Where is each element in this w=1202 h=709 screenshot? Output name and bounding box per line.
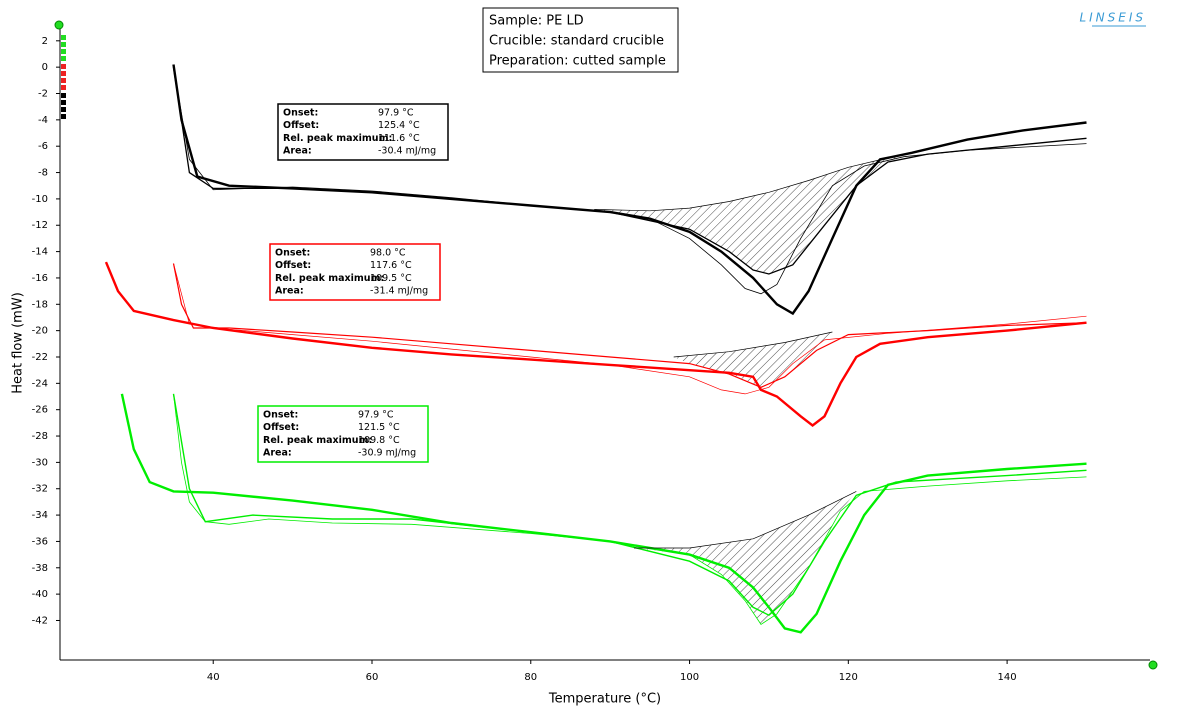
y-tick-label: -32 — [32, 484, 48, 495]
y-tick-label: -36 — [32, 536, 48, 547]
y-tick-label: -28 — [32, 431, 48, 442]
y-tick-label: -16 — [32, 273, 48, 284]
y-tick-label: -4 — [38, 115, 48, 126]
curve — [120, 393, 1087, 634]
result-label: Area: — [275, 286, 304, 297]
baseline — [594, 153, 904, 212]
result-label: Rel. peak maximum: — [283, 133, 392, 144]
result-value: 109.5 °C — [370, 273, 412, 284]
curve — [173, 263, 1087, 395]
result-value: 98.0 °C — [370, 248, 406, 259]
curve — [172, 263, 1087, 388]
axis-handle[interactable] — [1148, 660, 1158, 670]
x-tick-label: 40 — [207, 672, 220, 683]
sample-text: Sample: PE LD — [489, 14, 584, 29]
y-tick-label: -26 — [32, 405, 48, 416]
result-box-frame — [277, 103, 449, 161]
x-tick-label: 120 — [839, 672, 858, 683]
result-value: -31.4 mJ/mg — [370, 286, 428, 297]
y-tick-label: 2 — [42, 36, 48, 47]
result-label: Area: — [283, 146, 312, 157]
y-tick-label: -38 — [32, 563, 48, 574]
curve — [104, 261, 1087, 428]
result-box: Onset: 97.9 °C Offset: 125.4 °C Rel. peak ma… — [277, 103, 449, 161]
y-tick-label: -42 — [32, 615, 48, 626]
y-tick-label: -8 — [38, 168, 48, 179]
y-tick-label: -14 — [32, 247, 48, 258]
result-label: Area: — [263, 448, 292, 459]
peak-area — [633, 491, 857, 625]
result-box-frame — [257, 405, 429, 463]
y-tick-label: -6 — [38, 141, 48, 152]
y-tick-label: -10 — [32, 194, 48, 205]
y-tick-label: -24 — [32, 378, 48, 389]
y-tick-label: 0 — [42, 62, 48, 73]
result-box: Onset: 98.0 °C Offset: 117.6 °C Rel. peak ma… — [269, 243, 441, 301]
baseline — [673, 331, 833, 358]
y-axis-label: Heat flow (mW) — [11, 292, 26, 394]
result-label: Offset: — [263, 422, 299, 433]
curve — [173, 393, 1087, 625]
curve — [173, 67, 1087, 295]
result-label: Onset: — [263, 410, 298, 421]
sample-text: Crucible: standard crucible — [489, 34, 664, 49]
curve — [172, 67, 1087, 275]
result-label: Offset: — [283, 120, 319, 131]
result-label: Onset: — [275, 248, 310, 259]
result-value: 109.8 °C — [358, 435, 400, 446]
baseline — [634, 491, 857, 549]
result-value: -30.4 mJ/mg — [378, 146, 436, 157]
result-box: Onset: 97.9 °C Offset: 121.5 °C Rel. peak ma… — [257, 405, 429, 463]
result-value: 97.9 °C — [358, 410, 394, 421]
result-value: -30.9 mJ/mg — [358, 448, 416, 459]
x-tick-label: 140 — [998, 672, 1017, 683]
brand-logo: LINSEIS — [1079, 11, 1146, 25]
y-tick-label: -22 — [32, 352, 48, 363]
result-label: Onset: — [283, 108, 318, 119]
result-label: Rel. peak maximum: — [263, 435, 372, 446]
result-value: 111.6 °C — [378, 133, 420, 144]
result-label: Offset: — [275, 260, 311, 271]
result-value: 117.6 °C — [370, 260, 412, 271]
curve — [172, 393, 1087, 617]
result-label: Rel. peak maximum: — [275, 273, 384, 284]
x-tick-label: 100 — [680, 672, 699, 683]
result-value: 97.9 °C — [378, 108, 414, 119]
result-box-frame — [269, 243, 441, 301]
y-tick-label: -20 — [32, 326, 48, 337]
peak-area — [594, 154, 904, 274]
y-tick-label: -40 — [32, 589, 48, 600]
x-axis-label: Temperature (°C) — [548, 692, 661, 707]
y-tick-label: -34 — [32, 510, 48, 521]
y-tick-label: -30 — [32, 457, 48, 468]
result-value: 125.4 °C — [378, 120, 420, 131]
peak-area — [673, 331, 833, 388]
x-tick-label: 60 — [366, 672, 379, 683]
y-tick-label: -18 — [32, 299, 48, 310]
y-tick-label: -12 — [32, 220, 48, 231]
sample-box — [482, 7, 679, 73]
x-tick-label: 80 — [524, 672, 537, 683]
y-tick-label: -2 — [38, 89, 48, 100]
curve-markers — [61, 35, 66, 119]
result-value: 121.5 °C — [358, 422, 400, 433]
axis-handle[interactable] — [54, 20, 64, 30]
sample-text: Preparation: cutted sample — [489, 54, 666, 69]
